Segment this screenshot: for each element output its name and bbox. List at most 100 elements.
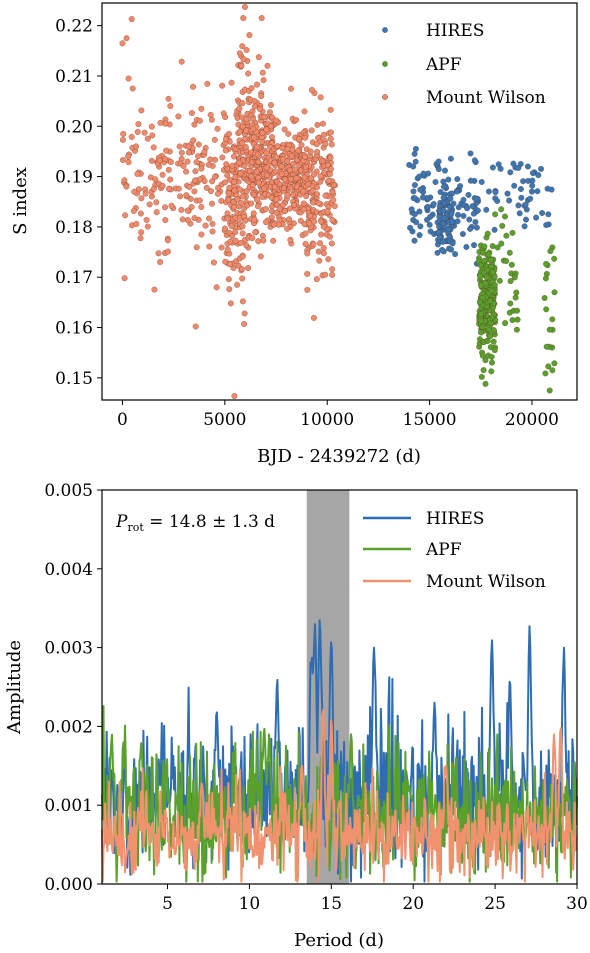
scatter-point-mount-wilson — [188, 203, 195, 211]
scatter-point-hires — [420, 170, 427, 177]
scatter-point-mount-wilson — [327, 106, 334, 113]
scatter-point-mount-wilson — [281, 126, 288, 133]
scatter-point-mount-wilson — [165, 166, 172, 173]
scatter-point-hires — [417, 186, 424, 193]
scatter-point-mount-wilson — [329, 266, 336, 273]
legend-marker-hires — [382, 27, 388, 33]
scatter-point-mount-wilson — [165, 95, 172, 102]
top-y-tick-label: 0.19 — [55, 168, 93, 188]
scatter-point-mount-wilson — [268, 134, 276, 141]
scatter-point-mount-wilson — [236, 159, 243, 166]
top-x-tick-label: 15000 — [403, 410, 457, 430]
scatter-point-apf — [503, 257, 510, 265]
scatter-point-mount-wilson — [259, 129, 266, 136]
scatter-point-mount-wilson — [290, 201, 298, 208]
scatter-point-mount-wilson — [175, 113, 182, 120]
scatter-point-mount-wilson — [286, 216, 293, 223]
scatter-point-mount-wilson — [138, 195, 145, 202]
scatter-point-apf — [490, 338, 497, 345]
scatter-point-mount-wilson — [307, 212, 314, 219]
scatter-point-mount-wilson — [252, 229, 259, 236]
scatter-point-mount-wilson — [245, 265, 252, 272]
scatter-point-mount-wilson — [302, 134, 309, 141]
scatter-point-mount-wilson — [262, 219, 270, 226]
scatter-point-mount-wilson — [226, 286, 233, 293]
scatter-point-hires — [411, 150, 418, 157]
legend-label-hires-bottom: HIRES — [426, 509, 484, 529]
scatter-point-mount-wilson — [239, 298, 246, 305]
scatter-point-mount-wilson — [316, 257, 323, 264]
bottom-x-ticks: 5 10 15 20 25 30 — [162, 884, 588, 914]
scatter-point-mount-wilson — [304, 286, 311, 293]
scatter-point-mount-wilson — [209, 178, 216, 185]
scatter-point-mount-wilson — [310, 241, 317, 248]
bottom-x-tick-label: 5 — [162, 894, 173, 914]
scatter-point-mount-wilson — [297, 217, 304, 224]
scatter-point-mount-wilson — [327, 129, 334, 136]
scatter-point-hires — [483, 206, 490, 213]
scatter-point-mount-wilson — [150, 185, 157, 192]
top-legend: HIRES APF Mount Wilson — [382, 21, 546, 108]
scatter-point-hires — [435, 158, 442, 165]
scatter-point-mount-wilson — [248, 84, 255, 92]
scatter-point-mount-wilson — [183, 192, 190, 199]
scatter-point-mount-wilson — [211, 173, 219, 180]
scatter-point-mount-wilson — [204, 80, 211, 87]
scatter-point-apf — [479, 249, 486, 256]
scatter-point-apf — [481, 257, 488, 264]
scatter-point-mount-wilson — [121, 275, 128, 282]
scatter-point-apf — [479, 323, 486, 330]
scatter-point-mount-wilson — [261, 185, 268, 192]
scatter-point-hires — [439, 220, 446, 227]
scatter-point-mount-wilson — [213, 284, 220, 291]
scatter-point-mount-wilson — [236, 128, 243, 135]
scatter-point-mount-wilson — [125, 153, 132, 160]
scatter-point-mount-wilson — [157, 258, 164, 266]
scatter-point-mount-wilson — [319, 158, 326, 165]
scatter-point-mount-wilson — [240, 56, 247, 63]
scatter-point-mount-wilson — [135, 121, 142, 128]
scatter-point-mount-wilson — [262, 206, 269, 213]
scatter-point-mount-wilson — [305, 181, 312, 188]
scatter-point-mount-wilson — [236, 50, 243, 57]
scatter-point-mount-wilson — [222, 147, 229, 154]
top-y-ticks: 0.15 0.16 0.17 0.18 0.19 0.20 0.21 0.22 — [55, 17, 102, 389]
scatter-point-mount-wilson — [238, 265, 245, 273]
scatter-point-apf — [494, 244, 501, 251]
scatter-point-mount-wilson — [191, 215, 198, 222]
scatter-point-mount-wilson — [137, 210, 144, 217]
scatter-point-mount-wilson — [192, 323, 199, 330]
legend-label-apf-bottom: APF — [425, 540, 462, 560]
scatter-point-mount-wilson — [273, 154, 280, 161]
scatter-point-mount-wilson — [138, 107, 145, 114]
bottom-y-tick-label: 0.002 — [44, 717, 93, 737]
scatter-point-mount-wilson — [210, 259, 217, 266]
scatter-point-apf — [480, 270, 488, 277]
scatter-point-mount-wilson — [128, 133, 135, 140]
scatter-point-mount-wilson — [196, 197, 203, 204]
scatter-point-hires — [439, 246, 446, 253]
scatter-point-hires — [410, 188, 417, 195]
scatter-point-mount-wilson — [188, 109, 195, 117]
scatter-point-mount-wilson — [259, 69, 266, 76]
scatter-point-hires — [450, 200, 457, 207]
scatter-point-hires — [529, 170, 537, 177]
scatter-point-hires — [454, 211, 462, 218]
scatter-point-mount-wilson — [148, 157, 155, 164]
bottom-y-ticks: 0.000 0.001 0.002 0.003 0.004 0.005 — [44, 481, 102, 895]
scatter-point-mount-wilson — [272, 168, 279, 175]
scatter-point-hires — [419, 194, 426, 201]
scatter-point-hires — [485, 188, 492, 195]
scatter-point-apf — [499, 222, 506, 229]
scatter-point-mount-wilson — [125, 159, 132, 166]
scatter-point-apf — [546, 387, 553, 394]
scatter-point-mount-wilson — [214, 125, 221, 132]
scatter-point-mount-wilson — [266, 109, 273, 116]
scatter-point-apf — [501, 213, 509, 220]
scatter-point-mount-wilson — [255, 54, 262, 61]
scatter-point-hires — [447, 155, 454, 162]
scatter-point-apf — [506, 249, 513, 256]
scatter-point-apf — [482, 357, 489, 364]
scatter-point-mount-wilson — [146, 201, 153, 208]
scatter-point-mount-wilson — [227, 300, 234, 307]
